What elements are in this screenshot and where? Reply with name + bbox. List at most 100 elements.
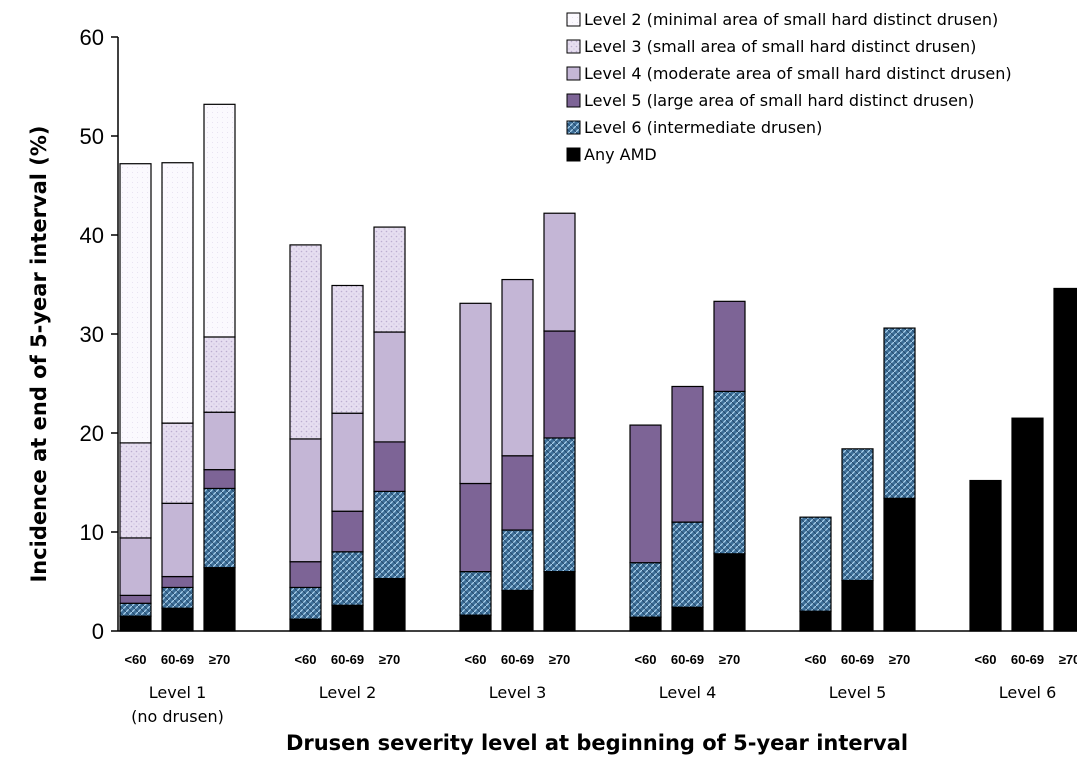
bar-segment xyxy=(373,577,406,632)
bar-segment xyxy=(883,327,916,499)
age-tick-label: 60-69 xyxy=(1011,652,1044,667)
bar-segment xyxy=(841,448,874,582)
y-tick-label: 0 xyxy=(92,619,104,644)
bar-segment xyxy=(119,615,152,632)
bar-segment xyxy=(203,336,236,413)
bar-segment xyxy=(203,469,236,490)
bar-segment xyxy=(629,616,662,632)
bar-segment xyxy=(671,521,704,608)
x-axis-title: Drusen severity level at beginning of 5-… xyxy=(286,731,908,755)
legend-swatch xyxy=(566,39,581,54)
bar-segment xyxy=(713,300,746,393)
age-tick-label: <60 xyxy=(804,652,826,667)
bar-segment xyxy=(289,438,322,563)
bar-segment xyxy=(501,529,534,592)
legend-swatch xyxy=(566,66,581,81)
bar-segment xyxy=(969,479,1002,632)
bar-segment xyxy=(373,331,406,443)
y-tick-label: 20 xyxy=(80,421,104,446)
bar-segment xyxy=(629,424,662,564)
bar-segment xyxy=(119,602,152,617)
bar-segment xyxy=(543,212,576,332)
bar-segment xyxy=(799,516,832,612)
bar-segment xyxy=(459,614,492,632)
y-tick-label: 30 xyxy=(80,322,104,347)
legend-swatch xyxy=(566,93,581,108)
age-tick-label: 60-69 xyxy=(841,652,874,667)
bar-segment xyxy=(289,244,322,440)
legend-entry: Level 4 (moderate area of small hard dis… xyxy=(584,64,1012,83)
legend: Level 2 (minimal area of small hard dist… xyxy=(566,10,1012,164)
bar-segment xyxy=(331,551,364,606)
legend-entry: Level 5 (large area of small hard distin… xyxy=(584,91,974,110)
bar-segment xyxy=(671,606,704,632)
group-label: Level 3 xyxy=(489,683,547,702)
legend-entry: Any AMD xyxy=(584,145,657,164)
age-tick-label: 60-69 xyxy=(501,652,534,667)
bar-segment xyxy=(203,411,236,471)
age-tick-label: 60-69 xyxy=(331,652,364,667)
axes: 0 10 20 30 40 50 60 Incidence at end of 5-year … xyxy=(27,25,1077,755)
age-tick-label: 60-69 xyxy=(671,652,704,667)
age-tick-label: ≥70 xyxy=(549,652,571,667)
bar-segment xyxy=(203,103,236,338)
bar-segment xyxy=(161,422,194,504)
age-tick-label: ≥70 xyxy=(379,652,401,667)
bar-segment xyxy=(1053,287,1077,632)
age-tick-label: ≥70 xyxy=(1059,652,1077,667)
age-tick-label: <60 xyxy=(634,652,656,667)
age-tick-label: ≥70 xyxy=(719,652,741,667)
bar-segment xyxy=(543,437,576,573)
group-label: Level 6 xyxy=(999,683,1057,702)
bar-segment xyxy=(629,562,662,618)
bar-segment xyxy=(331,604,364,632)
bar-segment xyxy=(161,162,194,424)
bar-segment xyxy=(459,570,492,616)
group-label: Level 2 xyxy=(319,683,377,702)
bar-segment xyxy=(289,586,322,620)
bar-segment xyxy=(671,385,704,523)
bar-segment xyxy=(713,553,746,632)
bar-segment xyxy=(459,482,492,573)
bar-segment xyxy=(543,570,576,632)
bar-segment xyxy=(883,497,916,632)
legend-swatch xyxy=(566,147,581,162)
bar-segment xyxy=(161,586,194,609)
age-tick-label: ≥70 xyxy=(209,652,231,667)
bar-segment xyxy=(331,284,364,414)
legend-entry: Level 6 (intermediate drusen) xyxy=(584,118,822,137)
bar-segment xyxy=(119,537,152,596)
legend-entry: Level 2 (minimal area of small hard dist… xyxy=(584,10,998,29)
y-tick-label: 40 xyxy=(80,223,104,248)
bar-segment xyxy=(501,278,534,457)
bar-segment xyxy=(841,579,874,632)
age-tick-label: <60 xyxy=(124,652,146,667)
legend-swatch xyxy=(566,120,581,135)
bar-segment xyxy=(373,441,406,493)
bar-segment xyxy=(161,502,194,578)
age-tick-label: <60 xyxy=(294,652,316,667)
bar-segment xyxy=(459,302,492,485)
y-axis-title: Incidence at end of 5-year interval (%) xyxy=(27,125,51,582)
bar-segment xyxy=(713,390,746,555)
bar-segment xyxy=(501,455,534,531)
bar-segment xyxy=(119,163,152,444)
age-tick-label: <60 xyxy=(464,652,486,667)
age-tick-label: <60 xyxy=(974,652,996,667)
bar-segment xyxy=(161,607,194,632)
bar-segment xyxy=(543,330,576,439)
bar-segment xyxy=(331,510,364,553)
bar-segment xyxy=(119,594,152,604)
bar-segment xyxy=(289,561,322,589)
group-label: Level 4 xyxy=(659,683,717,702)
bars xyxy=(119,103,1077,632)
bar-segment xyxy=(289,618,322,632)
y-tick-label: 50 xyxy=(80,124,104,149)
y-tick-label: 60 xyxy=(80,25,104,50)
bar-segment xyxy=(1011,417,1044,632)
bar-segment xyxy=(119,442,152,539)
bar-segment xyxy=(799,610,832,632)
group-sublabel: (no drusen) xyxy=(131,707,224,726)
bar-segment xyxy=(203,567,236,632)
